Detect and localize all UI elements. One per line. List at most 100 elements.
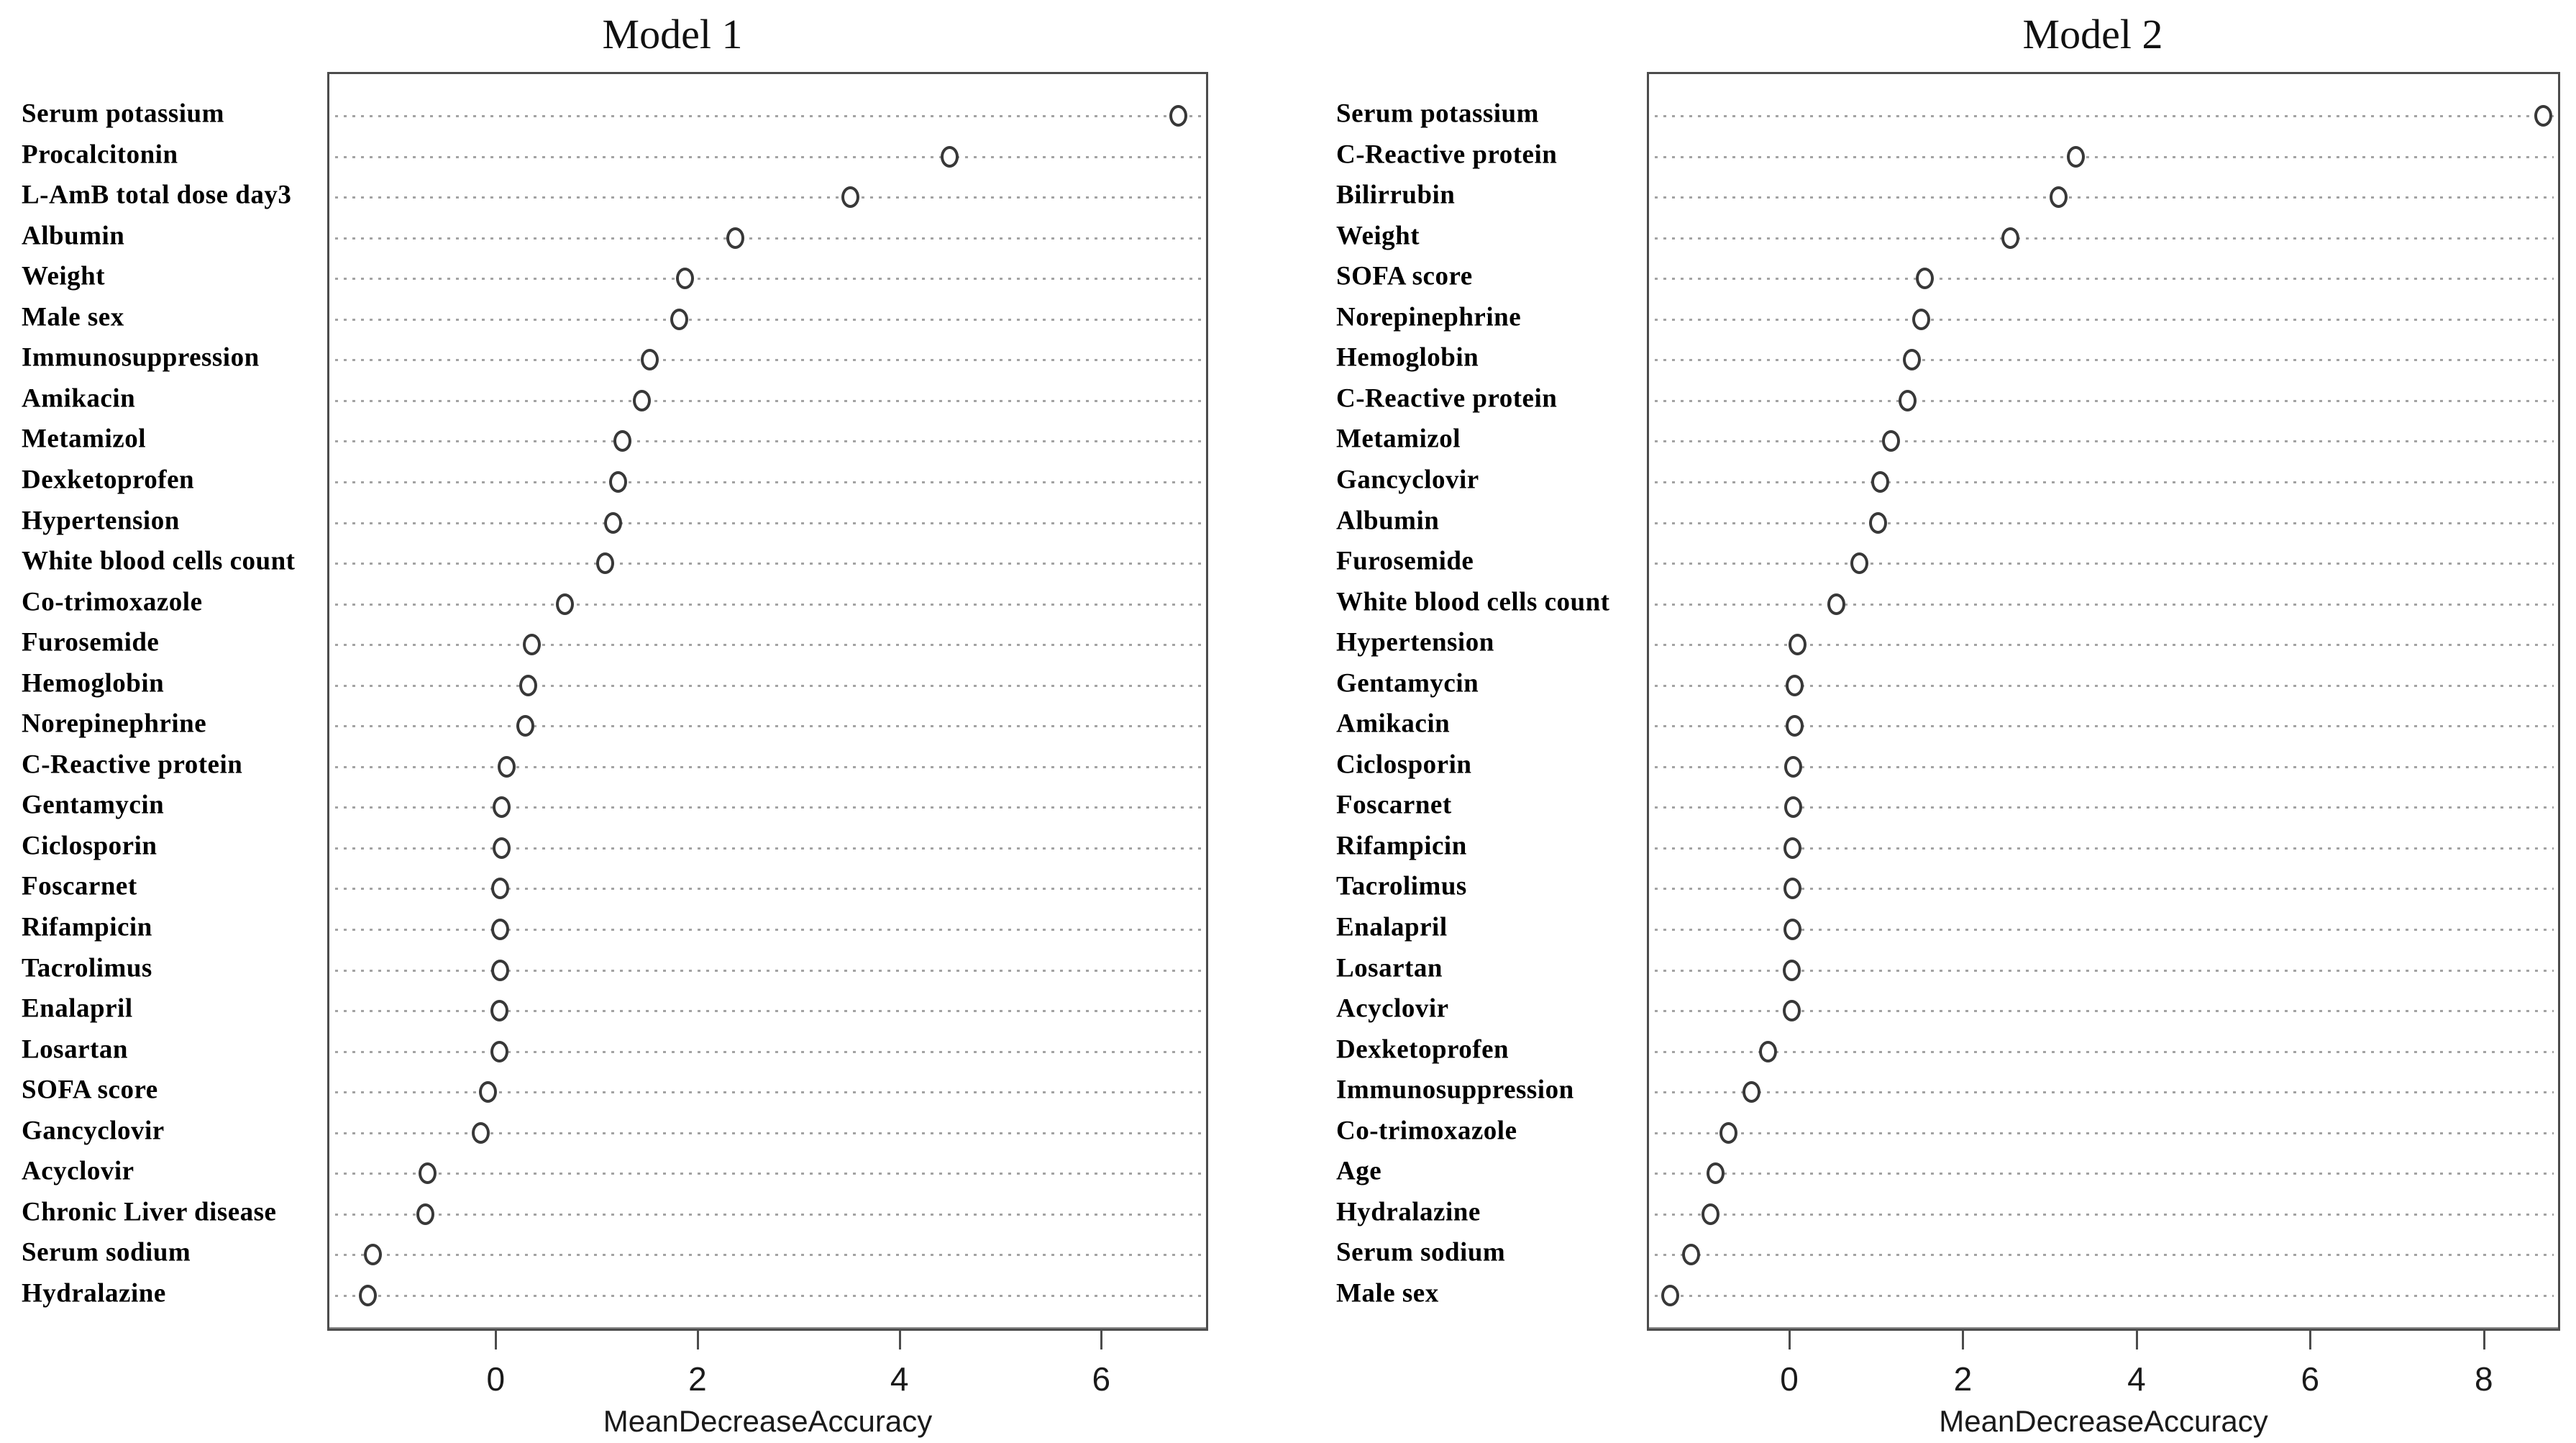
gridline: [1655, 644, 2554, 647]
variable-label: Weight: [1336, 221, 1420, 251]
data-point: [1759, 1040, 1778, 1062]
variable-label: Foscarnet: [22, 871, 137, 901]
gridline: [335, 278, 1202, 281]
data-point: [1785, 715, 1804, 737]
gridline: [335, 929, 1202, 932]
data-point: [1881, 430, 1900, 452]
variable-label: Albumin: [1336, 506, 1440, 536]
gridline: [335, 1091, 1202, 1094]
variable-label: SOFA score: [1336, 261, 1473, 291]
data-point: [1783, 878, 1802, 900]
variable-label: Ciclosporin: [1336, 750, 1472, 780]
data-point: [1169, 105, 1188, 127]
variable-label: Hemoglobin: [1336, 342, 1479, 373]
variable-label: Losartan: [1336, 953, 1443, 983]
data-point: [490, 1040, 508, 1062]
gridline: [1655, 359, 2554, 362]
gridline: [335, 888, 1202, 891]
variable-label: Furosemide: [22, 627, 160, 657]
x-tick-mark: [898, 1331, 901, 1349]
gridline: [1655, 399, 2554, 402]
data-point: [359, 1285, 378, 1306]
variable-label: Metamizol: [1336, 424, 1461, 454]
variable-label: Serum sodium: [22, 1237, 191, 1267]
x-tick-mark: [1962, 1331, 1965, 1349]
data-point: [2534, 105, 2553, 127]
plot-area-model-1: [327, 72, 1208, 1331]
variable-label: Metamizol: [22, 424, 146, 454]
gridline: [335, 969, 1202, 972]
data-point: [492, 837, 511, 859]
variable-label: Rifampicin: [22, 912, 152, 942]
data-point: [472, 1121, 490, 1144]
variable-label: Furosemide: [1336, 546, 1474, 576]
gridline: [335, 1050, 1202, 1053]
gridline: [335, 765, 1202, 768]
data-point: [490, 1000, 508, 1022]
variable-label: Acyclovir: [22, 1156, 134, 1186]
data-point: [940, 145, 959, 168]
variable-label: Gancyclovir: [1336, 465, 1479, 495]
gridline: [1655, 1010, 2554, 1013]
x-tick-mark: [1788, 1331, 1791, 1349]
gridline: [1655, 847, 2554, 850]
data-point: [609, 470, 628, 493]
gridline: [1655, 603, 2554, 606]
gridline: [335, 237, 1202, 240]
gridline: [335, 1213, 1202, 1216]
x-tick-label: 6: [1092, 1360, 1111, 1398]
data-point: [1681, 1244, 1700, 1266]
x-tick-mark: [2135, 1331, 2138, 1349]
gridline: [335, 563, 1202, 565]
gridline: [335, 359, 1202, 362]
variable-label: Ciclosporin: [22, 831, 157, 861]
variable-label: Amikacin: [22, 383, 136, 414]
variable-label: Albumin: [22, 221, 125, 251]
variable-label: Dexketoprofen: [1336, 1034, 1509, 1065]
gridline: [335, 399, 1202, 402]
variable-label: C-Reactive protein: [1336, 140, 1558, 170]
data-point: [1902, 349, 1921, 371]
data-point: [491, 959, 510, 981]
variable-label: Male sex: [22, 302, 124, 332]
data-point: [1719, 1121, 1737, 1144]
x-tick-label: 0: [486, 1360, 506, 1398]
variable-label: White blood cells count: [1336, 587, 1610, 617]
data-point: [1784, 755, 1803, 778]
data-point: [675, 268, 694, 290]
variable-label: C-Reactive protein: [1336, 383, 1558, 414]
gridline: [335, 1295, 1202, 1297]
gridline: [1655, 1295, 2554, 1297]
gridline: [335, 481, 1202, 483]
x-tick-mark: [696, 1331, 699, 1349]
variable-label: Co-trimoxazole: [1336, 1116, 1517, 1146]
variable-label: Norepinephrine: [22, 709, 207, 739]
variable-label: Serum potassium: [1336, 99, 1539, 129]
data-point: [497, 755, 516, 778]
data-point: [632, 389, 651, 411]
variable-label: Hypertension: [22, 506, 180, 536]
panel-title-model-2: Model 2: [2022, 11, 2163, 58]
data-point: [419, 1162, 437, 1185]
variable-label: Serum sodium: [1336, 1237, 1506, 1267]
variable-label: Immunosuppression: [1336, 1075, 1574, 1105]
x-axis-label-model-2: MeanDecreaseAccuracy: [1939, 1404, 2268, 1438]
variable-label: Losartan: [22, 1034, 128, 1065]
variable-label: Gentamycin: [22, 790, 165, 820]
data-point: [1850, 552, 1869, 575]
x-tick-label: 4: [890, 1360, 909, 1398]
data-point: [1915, 268, 1934, 290]
variable-label: Enalapril: [22, 993, 133, 1024]
x-tick-label: 8: [2474, 1360, 2493, 1398]
gridline: [1655, 684, 2554, 687]
variable-label: Bilirrubin: [1336, 180, 1456, 210]
gridline: [335, 644, 1202, 647]
data-point: [522, 634, 541, 656]
variable-label: Hydralazine: [22, 1278, 166, 1308]
data-point: [1785, 674, 1804, 696]
gridline: [1655, 929, 2554, 932]
gridline: [335, 725, 1202, 728]
data-point: [1912, 308, 1930, 330]
gridline: [335, 684, 1202, 687]
variable-label: Chronic Liver disease: [22, 1197, 277, 1227]
